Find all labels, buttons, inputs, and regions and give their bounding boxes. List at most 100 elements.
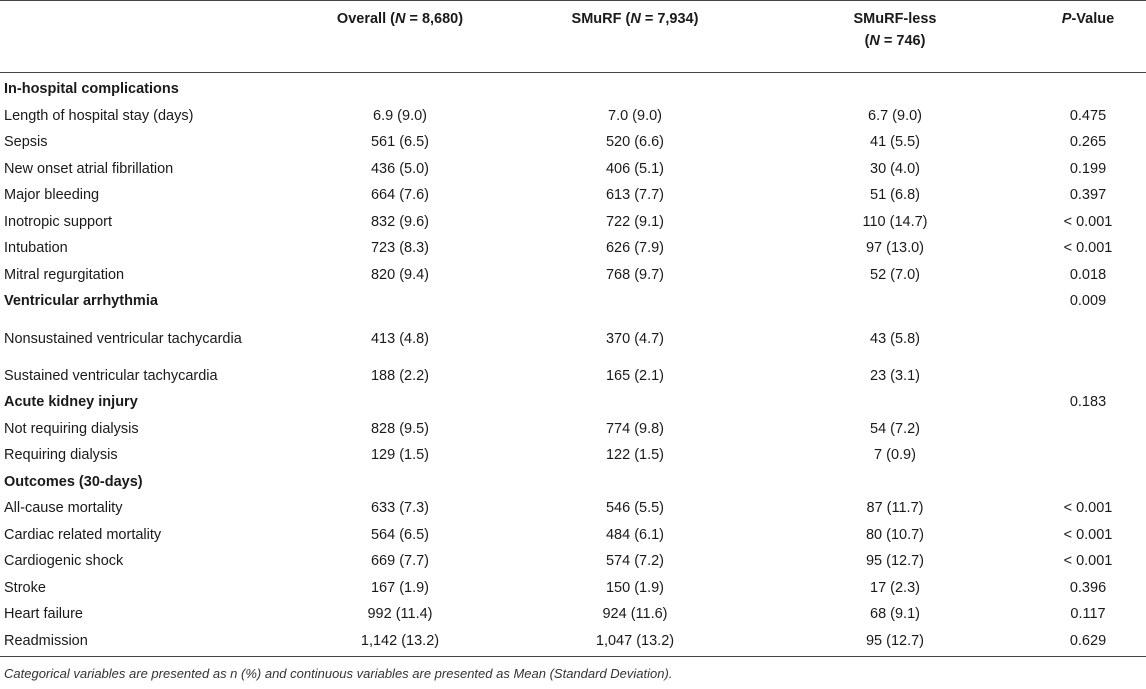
cell-overall: 413 (4.8) xyxy=(370,330,430,347)
row-label: All-cause mortality xyxy=(4,500,123,517)
cell-overall: 564 (6.5) xyxy=(370,526,430,543)
section-row: In-hospital complications xyxy=(0,76,1146,103)
row-label: Sustained ventricular tachycardia xyxy=(4,367,218,384)
cell-smurf-less: 97 (13.0) xyxy=(865,240,925,257)
cell-smurf-less: 68 (9.1) xyxy=(870,606,920,623)
table-row: Heart failure 992 (11.4) 924 (11.6) 68 (9.1… xyxy=(0,601,1146,628)
cell-p-value: 0.396 xyxy=(1069,579,1107,596)
row-label: Major bleeding xyxy=(4,187,100,204)
row-label: Acute kidney injury xyxy=(4,394,138,411)
table-row: Major bleeding 664 (7.6) 613 (7.7) 51 (6.8)… xyxy=(0,182,1146,209)
cell-smurf: 7.0 (9.0) xyxy=(608,107,662,124)
header-p-value: P-Value xyxy=(1061,11,1115,27)
cell-p-value: 0.397 xyxy=(1069,187,1107,204)
row-label: Stroke xyxy=(4,579,46,596)
section-row: Ventricular arrhythmia 0.009 xyxy=(0,288,1146,315)
cell-p-value: 0.265 xyxy=(1069,134,1107,151)
table-row: All-cause mortality 633 (7.3) 546 (5.5) 87 … xyxy=(0,495,1146,522)
row-label: Cardiac related mortality xyxy=(4,526,162,543)
cell-smurf-less: 43 (5.8) xyxy=(870,330,920,347)
table-row: Mitral regurgitation 820 (9.4) 768 (9.7) 52… xyxy=(0,262,1146,289)
cell-p-value xyxy=(1030,442,1146,469)
header-overall: Overall (N = 8,680) xyxy=(336,11,464,27)
cell-overall: 664 (7.6) xyxy=(370,187,430,204)
cell-smurf-less: 110 (14.7) xyxy=(862,213,928,230)
cell-overall: 167 (1.9) xyxy=(370,579,430,596)
row-label: New onset atrial fibrillation xyxy=(4,160,174,177)
cell-smurf: 520 (6.6) xyxy=(605,134,665,151)
row-label: Sepsis xyxy=(4,134,48,151)
cell-overall: 723 (8.3) xyxy=(370,240,430,257)
cell-overall: 436 (5.0) xyxy=(370,160,430,177)
cell-smurf: 406 (5.1) xyxy=(605,160,665,177)
row-label: Outcomes (30-days) xyxy=(4,473,143,490)
table-row: Intubation 723 (8.3) 626 (7.9) 97 (13.0) < 0… xyxy=(0,235,1146,262)
bottom-rule xyxy=(0,656,1146,657)
cell-smurf: 774 (9.8) xyxy=(605,420,665,437)
table-row: Length of hospital stay (days) 6.9 (9.0) 7… xyxy=(0,103,1146,130)
table-row: Sustained ventricular tachycardia 188 (2.… xyxy=(0,363,1146,390)
row-label: Not requiring dialysis xyxy=(4,420,139,437)
cell-p-value: < 0.001 xyxy=(1063,240,1113,257)
cell-smurf-less xyxy=(760,389,1030,416)
top-rule xyxy=(0,0,1146,1)
cell-smurf-less: 17 (2.3) xyxy=(870,579,920,596)
cell-smurf-less xyxy=(760,288,1030,315)
cell-overall xyxy=(290,76,510,103)
cell-smurf: 613 (7.7) xyxy=(605,187,665,204)
cell-p-value: 0.183 xyxy=(1069,394,1107,411)
header-smurf: SMuRF (N = 7,934) xyxy=(571,11,699,27)
cell-p-value: 0.117 xyxy=(1070,606,1106,623)
cell-overall: 1,142 (13.2) xyxy=(360,632,440,649)
cell-smurf: 626 (7.9) xyxy=(605,240,665,257)
cell-smurf-less: 54 (7.2) xyxy=(870,420,920,437)
cell-smurf: 122 (1.5) xyxy=(605,447,665,464)
cell-smurf-less xyxy=(760,76,1030,103)
cell-smurf: 165 (2.1) xyxy=(605,367,665,384)
row-label: Heart failure xyxy=(4,606,83,623)
row-label: Length of hospital stay (days) xyxy=(4,107,194,124)
cell-p-value xyxy=(1030,469,1146,496)
results-table: Overall (N = 8,680) SMuRF (N = 7,934) SM… xyxy=(0,11,1146,654)
cell-smurf-less xyxy=(760,469,1030,496)
cell-p-value: 0.475 xyxy=(1069,107,1107,124)
table-row: Inotropic support 832 (9.6) 722 (9.1) 110 (… xyxy=(0,209,1146,236)
row-label: Mitral regurgitation xyxy=(4,266,125,283)
cell-p-value xyxy=(1030,315,1146,363)
cell-smurf: 924 (11.6) xyxy=(602,606,668,623)
row-label: Ventricular arrhythmia xyxy=(4,293,158,310)
section-row: Outcomes (30-days) xyxy=(0,469,1146,496)
cell-smurf-less: 52 (7.0) xyxy=(870,266,920,283)
cell-smurf: 574 (7.2) xyxy=(605,553,665,570)
table-body: In-hospital complications Length of hospi… xyxy=(0,76,1146,654)
cell-p-value xyxy=(1030,416,1146,443)
cell-smurf-less: 51 (6.8) xyxy=(870,187,920,204)
cell-smurf: 722 (9.1) xyxy=(605,213,665,230)
cell-smurf-less: 95 (12.7) xyxy=(865,553,925,570)
row-label: Nonsustained ventricular tachycardia xyxy=(4,330,242,347)
footnote: Categorical variables are presented as n… xyxy=(4,666,673,681)
cell-smurf-less: 80 (10.7) xyxy=(865,526,925,543)
row-label: Readmission xyxy=(4,632,88,649)
cell-p-value: 0.018 xyxy=(1069,266,1107,283)
cell-p-value: < 0.001 xyxy=(1063,500,1113,517)
cell-overall: 669 (7.7) xyxy=(370,553,430,570)
cell-overall: 633 (7.3) xyxy=(370,500,430,517)
header-smurf-less: SMuRF-less (N = 746) xyxy=(853,11,937,49)
cell-smurf: 1,047 (13.2) xyxy=(595,632,675,649)
header-rule xyxy=(0,72,1146,73)
section-row: Acute kidney injury 0.183 xyxy=(0,389,1146,416)
table-row: Requiring dialysis 129 (1.5) 122 (1.5) 7 (0… xyxy=(0,442,1146,469)
cell-smurf-less: 7 (0.9) xyxy=(874,447,916,464)
cell-overall: 992 (11.4) xyxy=(367,606,433,623)
cell-smurf: 484 (6.1) xyxy=(605,526,665,543)
table-row: Sepsis 561 (6.5) 520 (6.6) 41 (5.5) 0.265 xyxy=(0,129,1146,156)
table-row: Nonsustained ventricular tachycardia 413 … xyxy=(0,315,1146,363)
cell-p-value xyxy=(1030,363,1146,390)
cell-smurf xyxy=(510,288,760,315)
table-row: Cardiac related mortality 564 (6.5) 484 (6… xyxy=(0,522,1146,549)
table-row: Not requiring dialysis 828 (9.5) 774 (9.8)… xyxy=(0,416,1146,443)
row-label: Inotropic support xyxy=(4,213,113,230)
cell-smurf: 768 (9.7) xyxy=(605,266,665,283)
